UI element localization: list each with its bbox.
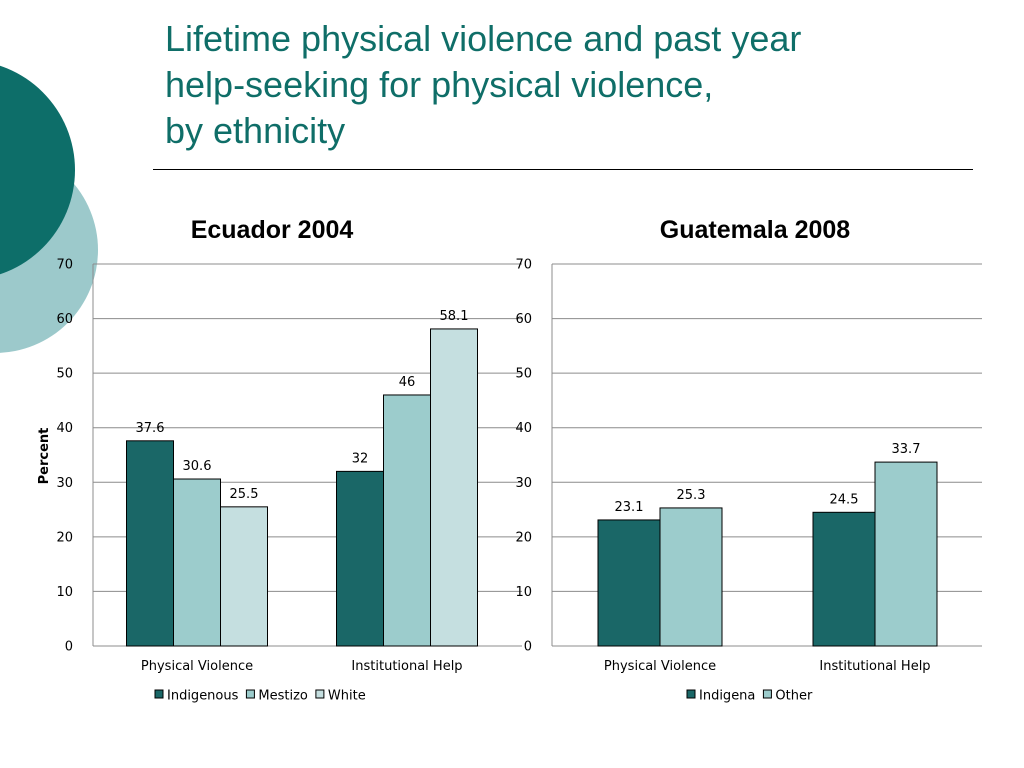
bar-guatemala-other-0 — [659, 507, 723, 647]
bar-guatemala-indigena-0 — [597, 519, 661, 647]
y-tick-label-guatemala: 20 — [515, 530, 532, 545]
bar-guatemala-indigena-1 — [812, 511, 876, 647]
legend-swatch-ecuador-white — [315, 689, 325, 699]
legend-label-ecuador-mestizo: Mestizo — [258, 689, 308, 704]
slide-title-line-2: help-seeking for physical violence, — [165, 64, 714, 105]
y-tick-label-ecuador: 20 — [56, 530, 73, 545]
y-tick-label-ecuador: 60 — [56, 312, 73, 327]
y-tick-label-guatemala: 50 — [515, 367, 532, 382]
x-tick-label-ecuador: Institutional Help — [351, 659, 462, 674]
slide-title-line-3: by ethnicity — [165, 110, 346, 151]
bar-ecuador-mestizo-0 — [173, 478, 221, 647]
bar-ecuador-white-0 — [220, 506, 268, 647]
chart-title-ecuador: Ecuador 2004 — [190, 216, 354, 244]
data-label-guatemala: 33.7 — [892, 442, 921, 457]
legend-label-guatemala-other: Other — [775, 689, 813, 704]
x-tick-label-guatemala: Physical Violence — [604, 659, 716, 674]
legend-swatch-guatemala-other — [762, 689, 772, 699]
title-divider — [153, 169, 973, 170]
legend-label-ecuador-white: White — [328, 689, 366, 704]
y-tick-label-guatemala: 70 — [515, 258, 532, 273]
decorative-circles — [0, 65, 98, 353]
y-tick-label-guatemala: 30 — [515, 476, 532, 491]
chart-title-guatemala: Guatemala 2008 — [659, 216, 851, 244]
y-axis-title-ecuador: Percent — [37, 428, 52, 485]
slide-title: Lifetime physical violence and past year… — [165, 16, 965, 154]
data-label-ecuador: 32 — [352, 451, 369, 466]
y-tick-label-ecuador: 0 — [65, 640, 73, 655]
dark-circle — [0, 65, 75, 275]
y-tick-label-ecuador: 50 — [56, 367, 73, 382]
data-label-guatemala: 25.3 — [677, 488, 706, 503]
bar-guatemala-other-1 — [874, 461, 938, 647]
data-label-ecuador: 30.6 — [183, 459, 212, 474]
x-tick-label-guatemala: Institutional Help — [819, 659, 930, 674]
legend-label-guatemala-indigena: Indigena — [699, 689, 755, 704]
x-tick-label-ecuador: Physical Violence — [141, 659, 253, 674]
y-tick-label-guatemala: 10 — [515, 585, 532, 600]
data-label-guatemala: 23.1 — [615, 500, 644, 515]
y-tick-label-guatemala: 0 — [524, 640, 532, 655]
slide-title-line-1: Lifetime physical violence and past year — [165, 18, 802, 59]
legend-label-ecuador-indigenous: Indigenous — [167, 689, 239, 704]
bar-ecuador-white-1 — [430, 328, 478, 647]
data-label-ecuador: 46 — [399, 375, 416, 390]
bar-ecuador-indigenous-0 — [126, 440, 174, 647]
legend-swatch-guatemala-indigena — [686, 689, 696, 699]
bar-ecuador-indigenous-1 — [336, 470, 384, 647]
y-tick-label-ecuador: 70 — [56, 258, 73, 273]
legend-swatch-ecuador-mestizo — [245, 689, 255, 699]
data-label-ecuador: 58.1 — [440, 309, 469, 324]
data-label-guatemala: 24.5 — [830, 492, 859, 507]
y-tick-label-guatemala: 60 — [515, 312, 532, 327]
y-tick-label-ecuador: 10 — [56, 585, 73, 600]
y-tick-label-guatemala: 40 — [515, 421, 532, 436]
data-label-ecuador: 25.5 — [230, 487, 259, 502]
y-tick-label-ecuador: 40 — [56, 421, 73, 436]
legend-swatch-ecuador-indigenous — [154, 689, 164, 699]
data-label-ecuador: 37.6 — [136, 421, 165, 436]
y-tick-label-ecuador: 30 — [56, 476, 73, 491]
bar-ecuador-mestizo-1 — [383, 394, 431, 647]
